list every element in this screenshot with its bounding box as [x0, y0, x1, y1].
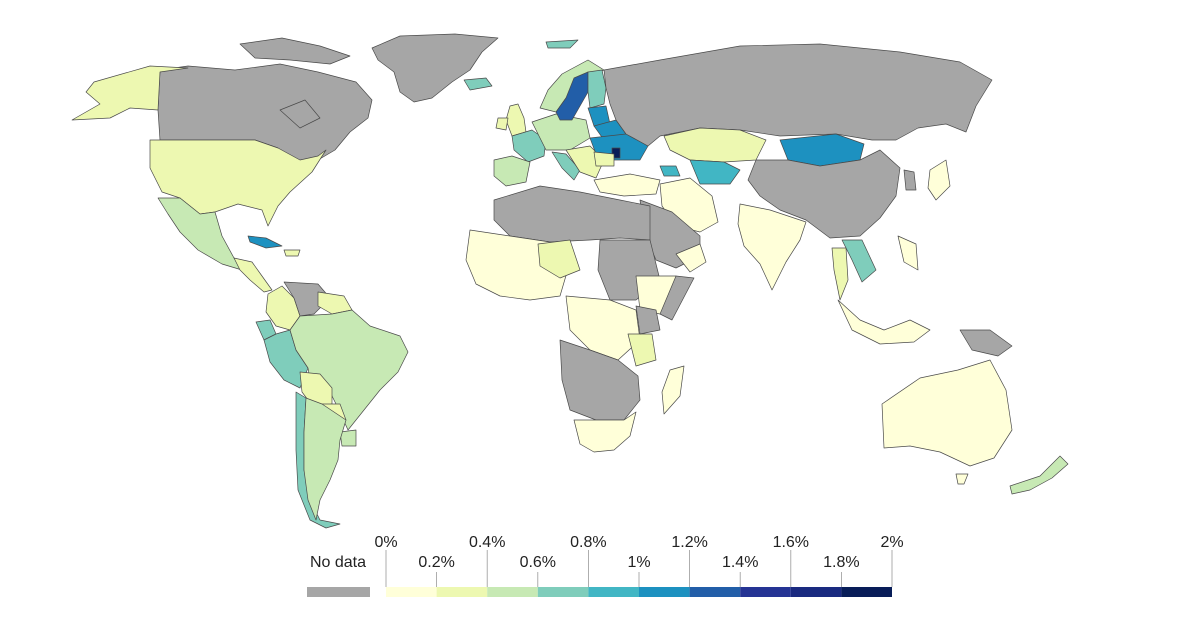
country-indonesia[interactable] — [837, 299, 931, 345]
country-iceland[interactable] — [463, 77, 493, 91]
country-tanzania[interactable] — [627, 333, 657, 367]
no-data-label: No data — [310, 554, 366, 571]
country-east-africa[interactable] — [635, 305, 661, 335]
legend-tick-label: 1% — [627, 554, 650, 571]
legend-tick-label: 1.6% — [773, 534, 809, 551]
legend-bin — [740, 587, 791, 597]
country-uruguay[interactable] — [339, 429, 357, 447]
country-turkey[interactable] — [593, 173, 661, 197]
country-madagascar[interactable] — [661, 365, 685, 415]
country-tasmania[interactable] — [955, 473, 969, 485]
legend-bins — [386, 587, 892, 597]
country-argentina[interactable] — [303, 397, 347, 521]
country-iberia[interactable] — [493, 155, 531, 187]
legend-bin — [639, 587, 690, 597]
country-france[interactable] — [511, 129, 547, 163]
legend-tick-label: 0.4% — [469, 534, 505, 551]
country-china[interactable] — [747, 149, 901, 239]
country-central-america[interactable] — [233, 257, 273, 293]
legend-tick-label: 0.2% — [418, 554, 454, 571]
country-north-africa[interactable] — [493, 185, 651, 243]
country-kazakhstan[interactable] — [663, 127, 767, 163]
legend-tick-label: 2% — [880, 534, 903, 551]
legend-ticks: 0% 0.4% 0.8% 1.2% 1.6% 2% 0.2% 0.6% 1% 1.4% 1.8% — [374, 534, 904, 587]
country-svalbard[interactable] — [545, 39, 579, 49]
legend-bin — [487, 587, 538, 597]
country-australia[interactable] — [881, 359, 1013, 467]
country-arctic-islands[interactable] — [239, 37, 351, 65]
legend-bin — [790, 587, 842, 597]
country-nigeria[interactable] — [537, 239, 581, 279]
legend-bin — [841, 587, 892, 597]
country-south-africa[interactable] — [573, 411, 637, 453]
country-new-zealand[interactable] — [1009, 455, 1069, 495]
legend-tick-label: 1.8% — [823, 554, 859, 571]
legend-bin — [386, 587, 437, 597]
country-central-africa[interactable] — [565, 295, 641, 361]
no-data-swatch — [307, 587, 370, 597]
country-india[interactable] — [737, 203, 807, 291]
country-alaska[interactable] — [71, 65, 189, 121]
country-venezuela[interactable] — [283, 281, 331, 317]
country-cuba[interactable] — [247, 235, 283, 249]
country-russia[interactable] — [603, 43, 993, 147]
country-horn[interactable] — [659, 275, 695, 321]
country-oman[interactable] — [675, 243, 707, 273]
legend-bin — [436, 587, 488, 597]
legend-bin — [689, 587, 741, 597]
legend-tick-label: 1.4% — [722, 554, 758, 571]
country-central-asia[interactable] — [689, 159, 741, 185]
color-legend: No data 0% 0.4% 0.8% 1.2% 1.6% 2% 0.2% 0.6% 1% 1.… — [307, 534, 904, 597]
legend-bin — [537, 587, 589, 597]
country-se-asia[interactable] — [841, 239, 877, 283]
country-hispaniola[interactable] — [283, 249, 301, 257]
country-greenland[interactable] — [371, 33, 499, 103]
country-caucasus[interactable] — [659, 165, 681, 177]
country-ireland[interactable] — [495, 117, 509, 131]
country-romania[interactable] — [593, 151, 615, 167]
country-canada-hudson[interactable] — [279, 99, 321, 129]
legend-tick-label: 0% — [374, 534, 397, 551]
country-japan[interactable] — [927, 159, 951, 201]
country-thailand[interactable] — [831, 247, 849, 301]
legend-tick-label: 1.2% — [671, 534, 707, 551]
country-new-guinea[interactable] — [959, 329, 1013, 357]
country-southern-africa[interactable] — [559, 339, 641, 421]
legend-bin — [588, 587, 639, 597]
country-italy[interactable] — [551, 151, 581, 181]
countries-layer — [71, 33, 1069, 529]
legend-tick-label: 0.8% — [570, 534, 606, 551]
country-finland[interactable] — [587, 69, 607, 109]
legend-tick-label: 0.6% — [520, 554, 556, 571]
country-korea[interactable] — [903, 169, 917, 191]
country-philippines[interactable] — [897, 235, 919, 271]
country-uk[interactable] — [505, 103, 527, 137]
country-usa[interactable] — [149, 139, 327, 227]
